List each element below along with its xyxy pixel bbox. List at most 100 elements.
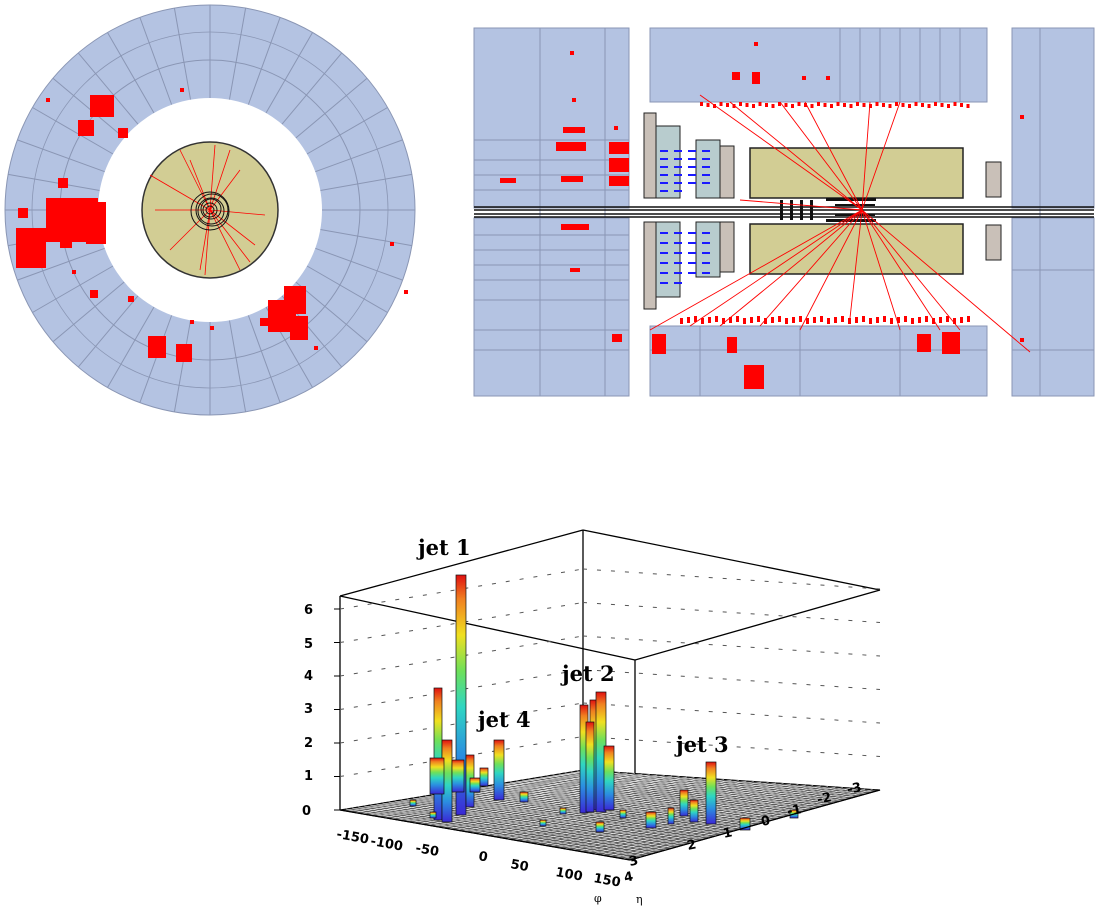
muon-chamber-e: [643, 221, 657, 310]
energy-deposit: [791, 104, 794, 108]
muon-chamber-b: [655, 125, 681, 199]
energy-deposit: [713, 104, 716, 108]
track: [649, 209, 863, 331]
lego-tower: [519, 791, 529, 803]
muon-hit: [660, 262, 668, 264]
jet-label: jet 1: [416, 535, 471, 560]
energy-deposit: [739, 102, 742, 106]
jet-label: jet 4: [476, 707, 531, 732]
lego-floor-grid: [346, 770, 874, 860]
energy-deposit: [869, 104, 872, 108]
tracker-barrel-upper: [749, 147, 964, 199]
sector-line: [320, 173, 412, 192]
lego-tower: [689, 799, 699, 823]
z-tick-label: 0: [302, 804, 311, 819]
energy-deposit: [706, 103, 710, 107]
lego-tower: [619, 809, 627, 819]
track: [799, 209, 863, 331]
muon-hit: [674, 166, 682, 168]
energy-deposit: [836, 102, 840, 106]
muon-hit: [660, 166, 668, 168]
energy-deposit: [750, 317, 753, 323]
energy-deposit: [210, 326, 214, 330]
muon-hit: [688, 166, 696, 168]
floor-line: [576, 770, 874, 793]
muon-chamber-d: [719, 145, 735, 199]
sector-line: [306, 107, 388, 155]
energy-deposit: [758, 102, 762, 106]
muon-hit: [674, 282, 682, 284]
floor-line: [491, 784, 787, 817]
energy-deposit: [771, 317, 774, 323]
track: [739, 199, 863, 211]
lego-tower: [429, 757, 445, 795]
energy-deposit: [953, 102, 957, 106]
energy-deposit: [754, 42, 758, 46]
muon-chamber-j: [985, 224, 1002, 261]
floor-line: [564, 785, 814, 850]
lego-tower: [493, 739, 505, 801]
tracker-barrel-lower: [749, 223, 964, 275]
energy-deposit: [176, 344, 192, 362]
energy-deposit: [752, 72, 760, 84]
phi-tick-label: -50: [414, 841, 440, 860]
muon-hit: [688, 272, 696, 274]
energy-deposit: [934, 102, 937, 106]
energy-deposit: [16, 228, 46, 268]
sector-line: [52, 77, 125, 139]
eta-tick-label: 1: [722, 825, 734, 842]
energy-deposit: [284, 286, 306, 314]
floor-line: [593, 787, 843, 855]
muon-chamber-h: [719, 221, 735, 273]
z-tick-label: 4: [304, 669, 313, 684]
gridline: [582, 635, 881, 657]
eta-tick-label: 2: [686, 837, 698, 854]
floor-line: [570, 771, 868, 794]
eta-axis: 4 3 2 1 0 -1 -2 -3 η: [623, 780, 881, 906]
energy-deposit: [869, 318, 872, 324]
muon-hit: [660, 282, 668, 284]
energy-deposit: [792, 317, 795, 323]
muon-hit: [660, 252, 668, 254]
muon-hit: [674, 242, 682, 244]
lego-tower: [559, 807, 567, 815]
muon-hit: [674, 262, 682, 264]
energy-deposit: [609, 142, 629, 154]
energy-deposit: [732, 72, 740, 80]
lego-tower: [667, 807, 675, 825]
energy-deposit: [967, 316, 970, 322]
energy-deposit: [820, 316, 823, 322]
energy-deposit: [46, 98, 50, 102]
eta-tick-label: -3: [846, 780, 863, 798]
energy-deposit: [719, 102, 723, 106]
lego-tower: [469, 777, 481, 793]
eta-tick-label: 4: [623, 869, 635, 886]
energy-deposit: [806, 318, 809, 324]
lego-tower: [603, 745, 615, 811]
floor-line: [497, 783, 793, 815]
track: [169, 209, 211, 251]
muon-hit: [660, 232, 668, 234]
track: [861, 209, 901, 331]
sector-line: [77, 52, 139, 125]
energy-deposit: [726, 103, 729, 107]
sector-line: [247, 315, 281, 403]
sector-line: [32, 265, 114, 313]
phi-tick-label: 50: [509, 857, 529, 875]
energy-deposit: [743, 318, 746, 324]
energy-deposit: [614, 126, 618, 130]
muon-chamber-f: [655, 221, 681, 298]
energy-deposit: [785, 318, 788, 324]
energy-deposit: [180, 88, 184, 92]
barrel-bottom: [649, 325, 988, 397]
muon-hit: [660, 174, 668, 176]
endcap-lower-left: [473, 217, 630, 397]
sector-line: [8, 173, 100, 192]
energy-deposit: [778, 316, 781, 322]
muon-hit: [702, 272, 710, 274]
energy-deposit: [715, 316, 718, 322]
energy-deposit: [797, 102, 801, 106]
energy-deposit: [802, 76, 806, 80]
energy-deposit: [612, 334, 622, 342]
